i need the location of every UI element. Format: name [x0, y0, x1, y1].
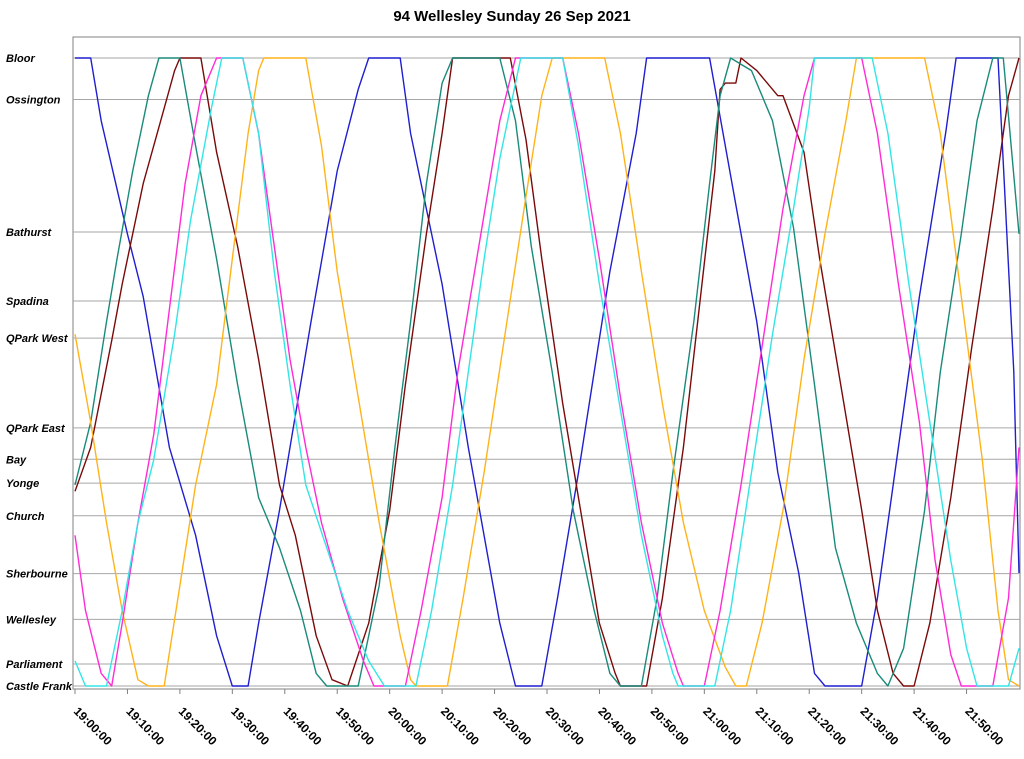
y-tick-label-qpark-east: QPark East: [6, 423, 66, 435]
y-tick-label-bathurst: Bathurst: [6, 227, 53, 239]
series-line-4: [74, 57, 1020, 687]
series-line-5: [74, 57, 1020, 687]
y-tick-label-bloor: Bloor: [6, 53, 35, 65]
series-line-1: [75, 57, 1020, 687]
y-tick-label-wellesley: Wellesley: [6, 614, 57, 626]
y-tick-label-church: Church: [6, 511, 45, 523]
y-tick-label-qpark-west: QPark West: [6, 333, 69, 345]
series-line-6: [74, 57, 1020, 687]
y-tick-label-spadina: Spadina: [6, 296, 49, 308]
chart-title: 94 Wellesley Sunday 26 Sep 2021: [393, 8, 630, 25]
y-tick-label-castle-frank: Castle Frank: [6, 681, 73, 693]
y-axis-labels: Bloor Ossington Bathurst Spadina QPark West Q…: [6, 53, 73, 693]
y-tick-label-yonge: Yonge: [6, 478, 39, 490]
series-line-2: [74, 57, 1020, 687]
series-line-3: [74, 57, 1020, 687]
y-tick-label-sherbourne: Sherbourne: [6, 569, 68, 581]
y-tick-label-bay: Bay: [6, 454, 27, 466]
plot-frame: [72, 36, 1021, 690]
y-tick-label-ossington: Ossington: [6, 94, 61, 106]
y-tick-label-parliament: Parliament: [6, 659, 64, 671]
series-layer: [74, 57, 1020, 687]
grid-layer: [73, 57, 1020, 687]
